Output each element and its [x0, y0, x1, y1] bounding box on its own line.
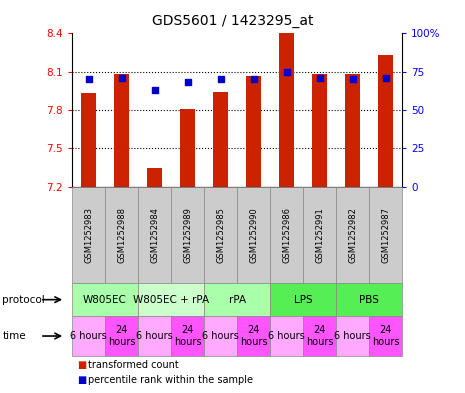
- Text: 24
hours: 24 hours: [108, 325, 135, 347]
- Text: GSM1252988: GSM1252988: [117, 207, 126, 263]
- Text: GSM1252989: GSM1252989: [183, 207, 192, 263]
- Text: 24
hours: 24 hours: [240, 325, 267, 347]
- Text: time: time: [2, 331, 26, 341]
- Text: W805EC + rPA: W805EC + rPA: [133, 295, 209, 305]
- Bar: [114, 74, 129, 187]
- Bar: [180, 109, 195, 187]
- Text: protocol: protocol: [2, 295, 45, 305]
- Point: [184, 79, 191, 86]
- Text: ■: ■: [77, 375, 86, 386]
- Text: 6 hours: 6 hours: [136, 331, 173, 341]
- Bar: [312, 74, 327, 187]
- Point: [283, 68, 290, 75]
- Point: [85, 76, 92, 83]
- Text: 6 hours: 6 hours: [268, 331, 305, 341]
- Text: 6 hours: 6 hours: [334, 331, 371, 341]
- Text: GSM1252983: GSM1252983: [84, 207, 93, 263]
- Text: GSM1252984: GSM1252984: [150, 207, 159, 263]
- Text: GSM1252986: GSM1252986: [282, 207, 291, 263]
- Text: GSM1252982: GSM1252982: [348, 207, 357, 263]
- Text: 6 hours: 6 hours: [70, 331, 107, 341]
- Text: 24
hours: 24 hours: [306, 325, 333, 347]
- Text: W805EC: W805EC: [83, 295, 127, 305]
- Bar: [246, 75, 261, 187]
- Text: PBS: PBS: [359, 295, 379, 305]
- Point: [217, 76, 224, 83]
- Text: GSM1252987: GSM1252987: [381, 207, 390, 263]
- Point: [118, 75, 125, 81]
- Text: 24
hours: 24 hours: [372, 325, 399, 347]
- Bar: [345, 74, 360, 187]
- Bar: [147, 167, 162, 187]
- Text: GSM1252991: GSM1252991: [315, 207, 324, 263]
- Text: 24
hours: 24 hours: [174, 325, 201, 347]
- Point: [382, 75, 389, 81]
- Text: percentile rank within the sample: percentile rank within the sample: [88, 375, 253, 386]
- Text: GSM1252985: GSM1252985: [216, 207, 225, 263]
- Point: [151, 87, 158, 93]
- Point: [316, 75, 323, 81]
- Text: GSM1252990: GSM1252990: [249, 207, 258, 263]
- Text: LPS: LPS: [294, 295, 312, 305]
- Text: transformed count: transformed count: [88, 360, 179, 370]
- Point: [250, 76, 257, 83]
- Bar: [279, 33, 294, 187]
- Bar: [379, 55, 393, 187]
- Point: [349, 76, 356, 83]
- Bar: [213, 92, 228, 187]
- Text: ■: ■: [77, 360, 86, 370]
- Bar: [81, 94, 96, 187]
- Text: rPA: rPA: [229, 295, 246, 305]
- Text: GDS5601 / 1423295_at: GDS5601 / 1423295_at: [152, 14, 313, 28]
- Text: 6 hours: 6 hours: [202, 331, 239, 341]
